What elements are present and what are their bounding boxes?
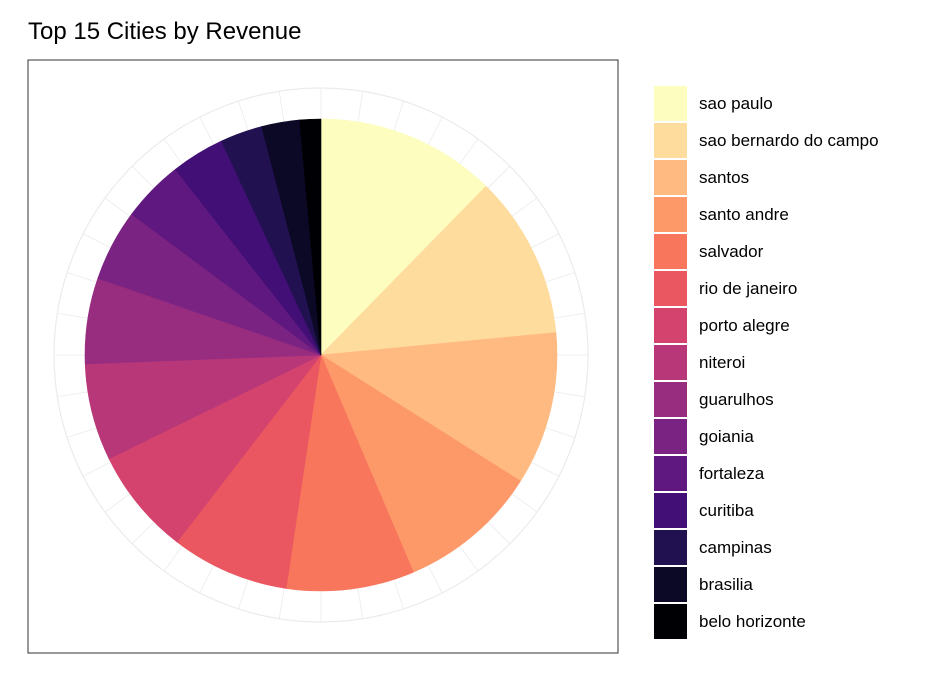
- legend-swatch: [654, 308, 687, 343]
- legend-item: brasilia: [654, 566, 879, 603]
- legend-item: campinas: [654, 529, 879, 566]
- pie-slice-sao-paulo: [320, 118, 487, 356]
- legend-swatch: [654, 345, 687, 380]
- legend-item: sao bernardo do campo: [654, 122, 879, 159]
- pie-slice-sao-bernardo-do-campo: [320, 185, 557, 356]
- legend-item: santos: [654, 159, 879, 196]
- legend-label: niteroi: [699, 352, 746, 372]
- legend-item: fortaleza: [654, 455, 879, 492]
- legend-swatch: [654, 456, 687, 491]
- legend-swatch: [654, 567, 687, 602]
- legend-item: rio de janeiro: [654, 270, 879, 307]
- legend-label: porto alegre: [699, 315, 790, 335]
- pie-slice-rio-de-janeiro: [176, 353, 322, 589]
- legend-item: porto alegre: [654, 307, 879, 344]
- pie-slices: [84, 118, 558, 592]
- legend-swatch: [654, 86, 687, 121]
- legend-item: goiania: [654, 418, 879, 455]
- legend-item: belo horizonte: [654, 603, 879, 640]
- legend-swatch: [654, 493, 687, 528]
- legend-label: guarulhos: [699, 389, 774, 409]
- legend-swatch: [654, 160, 687, 195]
- legend-swatch: [654, 271, 687, 306]
- legend-label: santos: [699, 167, 750, 187]
- legend-item: niteroi: [654, 344, 879, 381]
- legend-label: fortaleza: [699, 463, 765, 483]
- legend: sao paulo sao bernardo do campo santos sant…: [654, 85, 879, 640]
- legend-swatch: [654, 197, 687, 232]
- legend-swatch: [654, 530, 687, 565]
- pie-slice-belo-horizonte: [299, 118, 322, 356]
- legend-label: salvador: [699, 241, 764, 261]
- legend-swatch: [654, 382, 687, 417]
- legend-label: belo horizonte: [699, 611, 806, 631]
- pie-slice-salvador: [285, 353, 414, 592]
- pie-slice-santo-andre: [320, 354, 521, 573]
- legend-swatch: [654, 123, 687, 158]
- chart-title: Top 15 Cities by Revenue: [28, 18, 302, 45]
- pie-slice-porto-alegre: [108, 354, 322, 543]
- legend-label: campinas: [699, 537, 772, 557]
- legend-swatch: [654, 604, 687, 639]
- legend-item: santo andre: [654, 196, 879, 233]
- legend-item: guarulhos: [654, 381, 879, 418]
- legend-label: sao paulo: [699, 93, 773, 113]
- legend-label: goiania: [699, 426, 754, 446]
- legend-label: brasilia: [699, 574, 753, 594]
- legend-item: sao paulo: [654, 85, 879, 122]
- legend-label: santo andre: [699, 204, 789, 224]
- legend-label: curitiba: [699, 500, 754, 520]
- legend-swatch: [654, 419, 687, 454]
- legend-label: sao bernardo do campo: [699, 130, 879, 150]
- legend-item: salvador: [654, 233, 879, 270]
- legend-label: rio de janeiro: [699, 278, 798, 298]
- legend-swatch: [654, 234, 687, 269]
- legend-item: curitiba: [654, 492, 879, 529]
- pie-slice-santos: [320, 332, 558, 482]
